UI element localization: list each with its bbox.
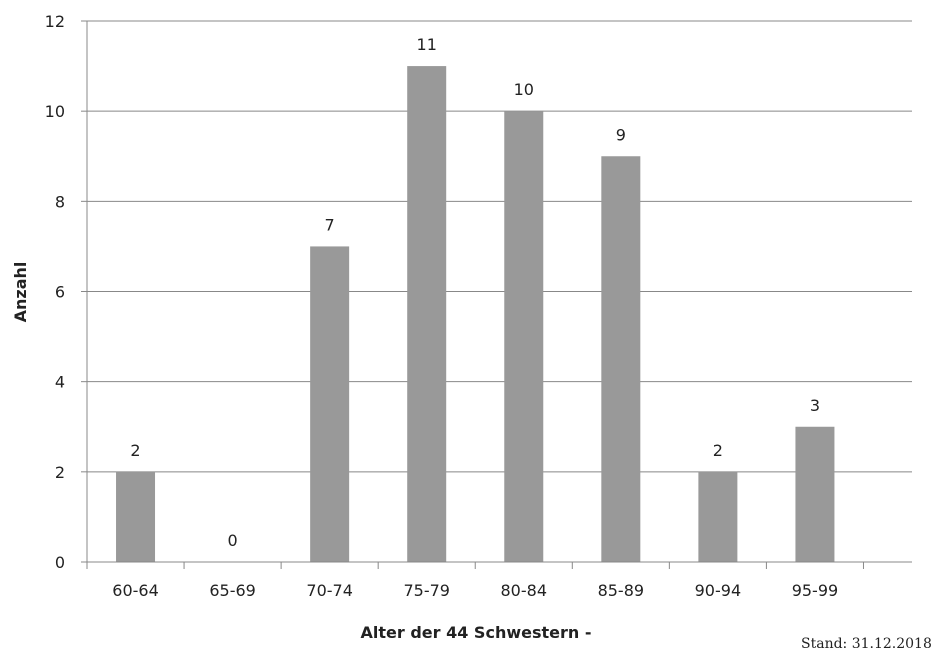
- axes: [81, 20, 912, 569]
- x-tick-label: 95-99: [792, 581, 839, 600]
- labels: 0 2 4 6 8 10 12 2 60-64 0 65-69 7 70-74 11 75-79 10 80-8…: [45, 12, 839, 600]
- bars: [116, 66, 835, 563]
- bar: [407, 66, 447, 562]
- bar: [601, 156, 641, 562]
- bar: [310, 246, 350, 562]
- x-tick-label: 65-69: [209, 581, 256, 600]
- bar-value-label: 10: [514, 80, 534, 99]
- bar-value-label: 7: [325, 215, 335, 234]
- stand-date-note: Stand: 31.12.2018: [801, 636, 932, 652]
- bar: [698, 471, 738, 562]
- y-tick-label: 4: [55, 373, 65, 392]
- grid-lines: [87, 20, 912, 473]
- y-tick-label: 0: [55, 553, 65, 572]
- bar-value-label: 11: [417, 35, 437, 54]
- bar: [504, 111, 544, 563]
- x-tick-label: 60-64: [112, 581, 159, 600]
- bar-value-label: 3: [810, 396, 820, 415]
- bar-value-label: 2: [713, 441, 723, 460]
- x-tick-label: 85-89: [598, 581, 645, 600]
- x-tick-label: 75-79: [403, 581, 450, 600]
- x-tick-label: 90-94: [695, 581, 742, 600]
- y-tick-label: 12: [45, 12, 65, 31]
- y-axis-title: Anzahl: [11, 262, 30, 323]
- bar-value-label: 9: [616, 125, 626, 144]
- bar: [116, 471, 156, 562]
- y-tick-label: 8: [55, 192, 65, 211]
- x-tick-label: 80-84: [501, 581, 548, 600]
- y-tick-label: 6: [55, 283, 65, 302]
- x-tick-label: 70-74: [306, 581, 353, 600]
- bar-value-label: 0: [227, 531, 237, 550]
- y-tick-label: 10: [45, 102, 65, 121]
- x-axis-title: Alter der 44 Schwestern -: [361, 623, 592, 642]
- bar: [795, 426, 835, 562]
- y-tick-label: 2: [55, 463, 65, 482]
- bar-value-label: 2: [130, 441, 140, 460]
